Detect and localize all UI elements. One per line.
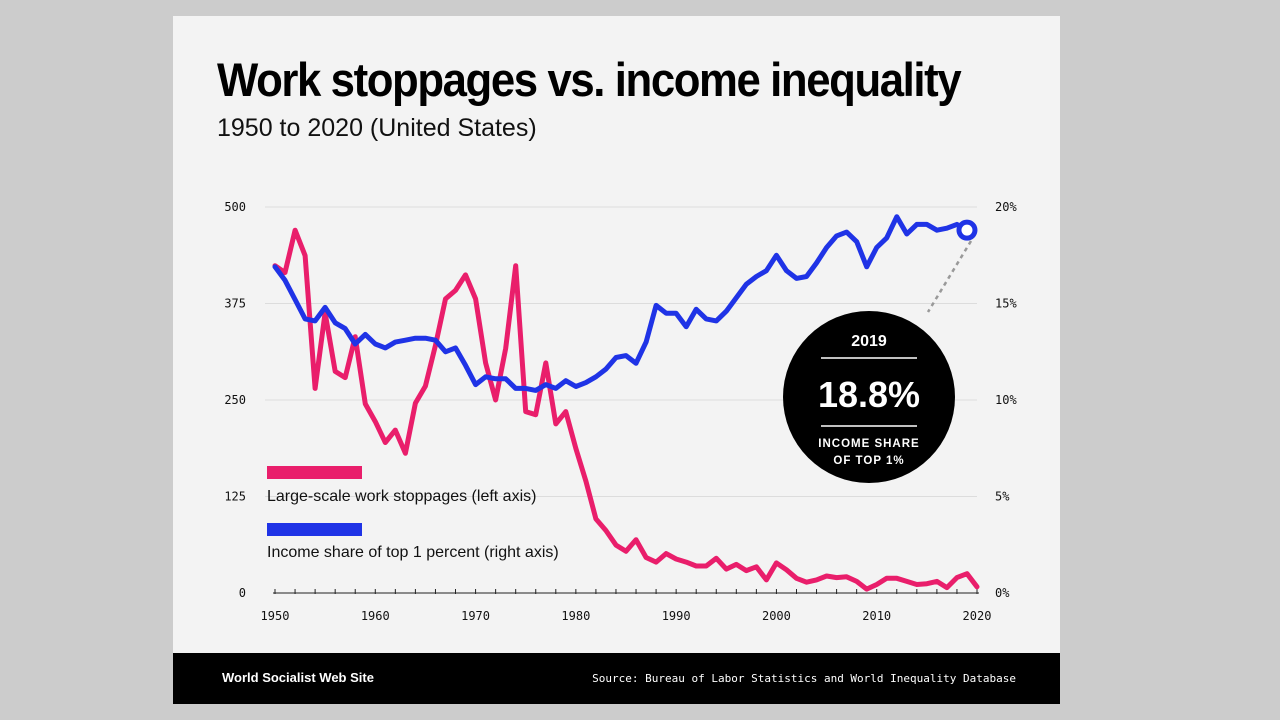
left-axis-tick-label: 500 [224,200,246,214]
right-axis-tick-label: 20% [995,200,1017,214]
footer-brand: World Socialist Web Site [222,670,374,685]
x-axis-tick-label: 1970 [461,609,490,623]
right-axis-tick-label: 10% [995,393,1017,407]
x-axis-tick-label: 1950 [261,609,290,623]
legend-swatch-stoppages [267,466,362,479]
right-axis-tick-label: 0% [995,586,1010,600]
right-axis-tick-label: 15% [995,297,1017,311]
legend: Large-scale work stoppages (left axis) I… [267,466,559,561]
left-axis-tick-label: 375 [224,297,246,311]
callout-value: 18.8% [818,374,920,415]
income-share-line [272,214,970,393]
legend-label-income: Income share of top 1 percent (right axi… [267,544,559,561]
footer-source: Source: Bureau of Labor Statistics and W… [592,672,1016,685]
legend-swatch-income [267,523,362,536]
callout-year: 2019 [851,333,887,350]
x-axis-tick-label: 2020 [963,609,992,623]
callout-circle [783,311,955,483]
chart-subtitle: 1950 to 2020 (United States) [217,114,537,142]
annotation-marker [956,219,978,241]
x-axis-tick-label: 1980 [561,609,590,623]
axes: 0 125 250 375 500 0% 5% 10% 15% 20% 1950 1960 1970 19… [224,200,1017,623]
stoppages-line [272,227,980,592]
chart-svg: 0 125 250 375 500 0% 5% 10% 15% 20% 1950 1960 1970 19… [224,200,1017,623]
right-axis-tick-label: 5% [995,490,1010,504]
chart-card: Work stoppages vs. income inequality 195… [173,16,1060,704]
callout-leader-line [926,240,973,313]
x-axis-tick-label: 2000 [762,609,791,623]
x-axis-tick-label: 1960 [361,609,390,623]
x-axis-tick-label: 2010 [862,609,891,623]
left-axis-tick-label: 0 [239,586,246,600]
callout-caption-line2: OF TOP 1% [833,455,904,467]
footer: World Socialist Web Site Source: Bureau … [173,653,1060,704]
chart-title: Work stoppages vs. income inequality [217,53,962,106]
left-axis-tick-label: 125 [224,490,246,504]
legend-label-stoppages: Large-scale work stoppages (left axis) [267,488,536,505]
callout-caption-line1: INCOME SHARE [818,438,919,450]
callout: 2019 18.8% INCOME SHARE OF TOP 1% [783,240,973,483]
left-axis-tick-label: 250 [224,393,246,407]
series [272,214,980,592]
x-axis-tick-label: 1990 [662,609,691,623]
